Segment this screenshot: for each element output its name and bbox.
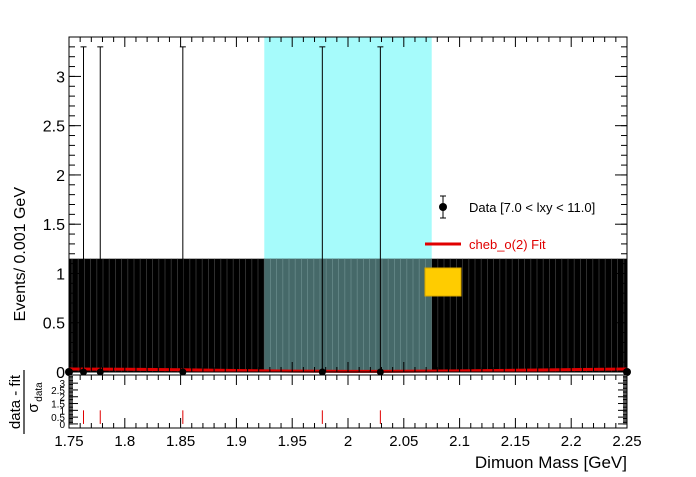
x-tick-label: 2	[344, 433, 352, 450]
x-tick-label: 1.75	[54, 433, 83, 450]
legend-label-data: Data [7.0 < lxy < 11.0]	[469, 200, 595, 215]
pull-panel: 00.511.522.531.75 1.8 1.85 1.9 1.95 2 2.05 2.1 2…	[7, 370, 642, 450]
legend-label-fit: cheb_o(2) Fit	[469, 237, 546, 252]
y-tick-label: 0.5	[43, 316, 65, 333]
x-tick-label: 2.05	[389, 433, 418, 450]
y-tick-label: 2	[56, 168, 65, 185]
x-tick-label: 1.9	[226, 433, 247, 450]
x-tick-label: 2.2	[561, 433, 582, 450]
x-tick-label: 1.95	[278, 433, 307, 450]
y-tick-label: 2.5	[43, 119, 65, 136]
pull-y-tick-label: 1	[59, 406, 65, 417]
legend-box	[424, 267, 462, 297]
y-axis-label: Events/ 0.001 GeV	[12, 187, 29, 322]
black-band	[69, 258, 627, 372]
y-tick-label: 1	[56, 266, 65, 283]
pull-y-tick-label: 0.5	[51, 413, 65, 424]
x-tick-label: 2.1	[449, 433, 470, 450]
pull-y-tick-label: 0	[59, 420, 65, 431]
pull-y-tick-label: 1.5	[51, 400, 65, 411]
pull-y-label-denominator: σ	[25, 403, 42, 413]
pull-y-label-numerator: data - fit	[7, 374, 24, 429]
pull-y-label-subscript: data	[34, 382, 45, 402]
y-tick-label: 3	[56, 69, 65, 86]
main-panel: 0 0.5 1 1.5 2 2.5 3	[43, 36, 631, 382]
x-axis-label: Dimuon Mass [GeV]	[475, 453, 627, 472]
signal-window-overlay	[264, 258, 432, 372]
x-tick-label: 2.25	[612, 433, 641, 450]
y-tick-label: 0	[56, 365, 65, 382]
legend-marker	[439, 203, 447, 211]
x-tick-label: 2.15	[501, 433, 530, 450]
legend: Data [7.0 < lxy < 11.0] cheb_o(2) Fit	[424, 195, 595, 297]
x-tick-label: 1.85	[166, 433, 195, 450]
pull-y-tick-label: 2.5	[51, 386, 65, 397]
pull-y-tick-label: 2	[59, 393, 65, 404]
y-tick-label: 1.5	[43, 217, 65, 234]
pull-y-tick-label: 3	[59, 379, 65, 390]
x-tick-label: 1.8	[114, 433, 135, 450]
